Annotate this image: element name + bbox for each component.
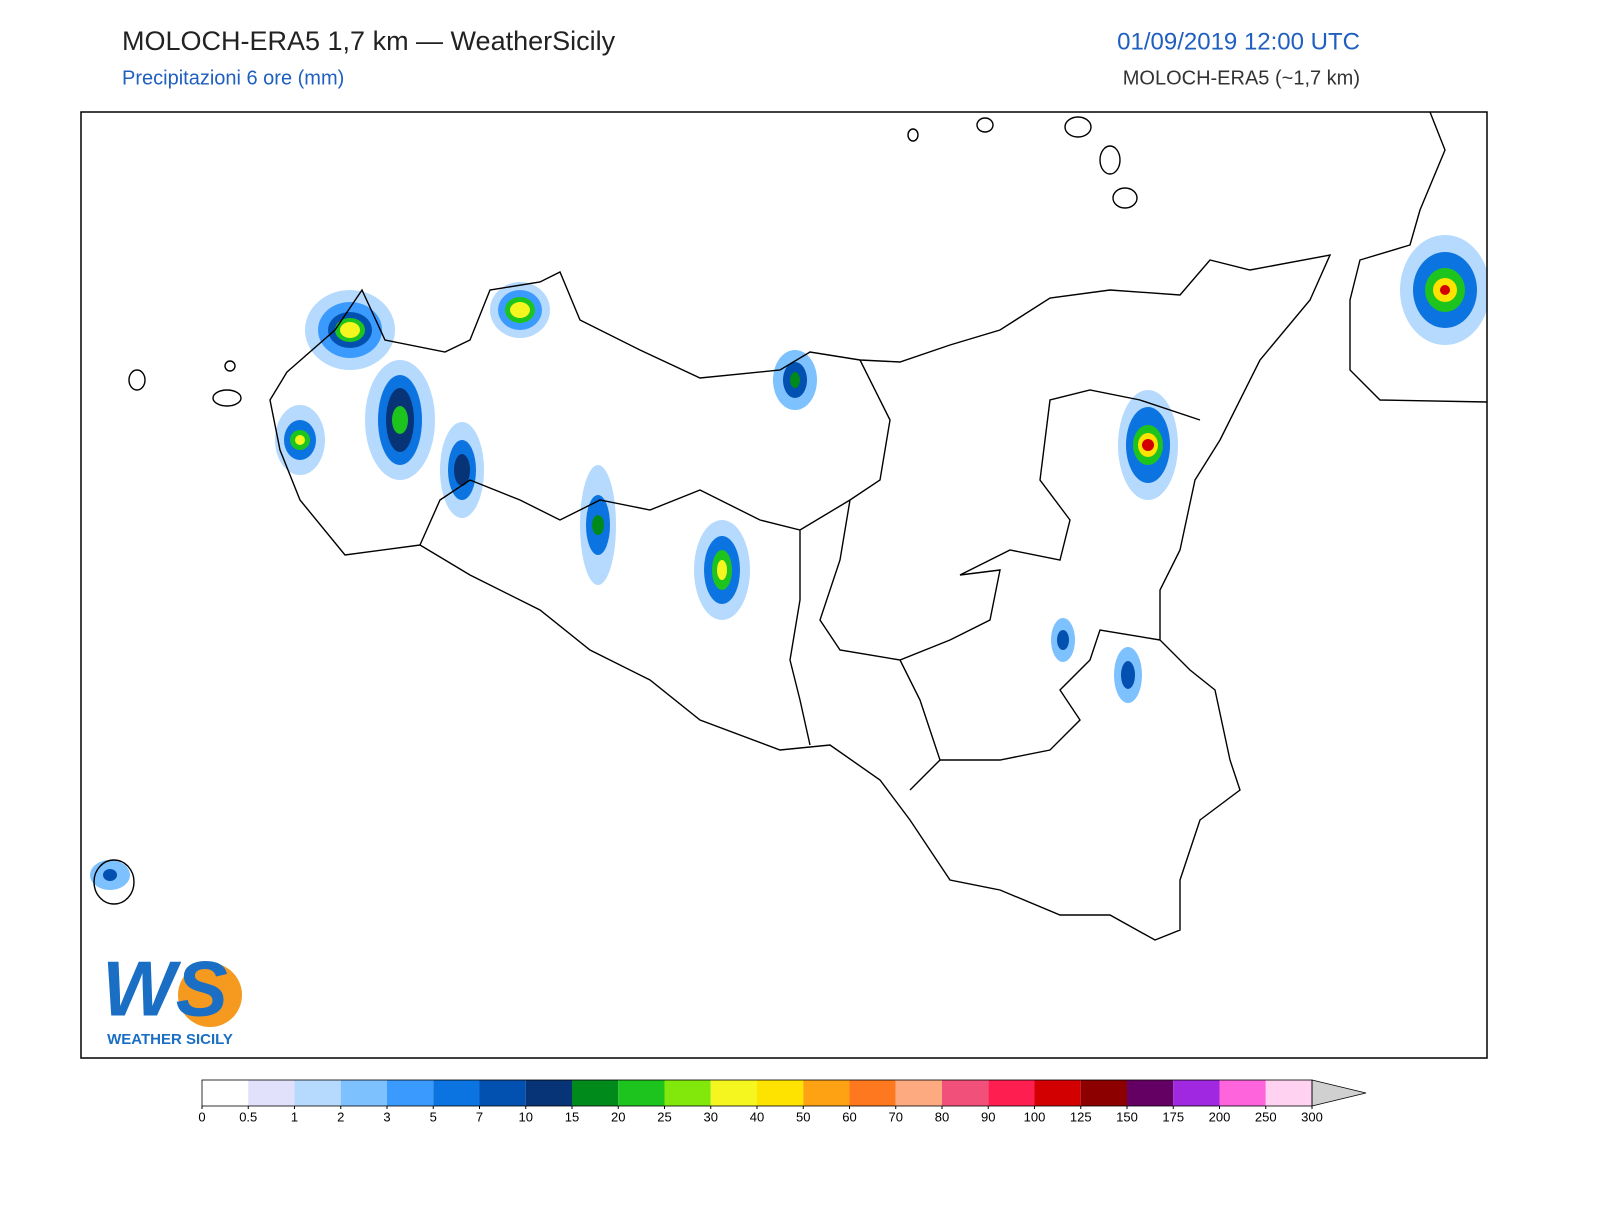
colorbar-swatch: [757, 1080, 804, 1106]
precipitation: [90, 235, 1487, 890]
colorbar-swatch: [1127, 1080, 1174, 1106]
colorbar-swatch: [942, 1080, 989, 1106]
colorbar-swatch: [1173, 1080, 1220, 1106]
colorbar-tick-label: 175: [1162, 1109, 1184, 1124]
colorbar-tick-label: 40: [750, 1109, 764, 1124]
colorbar-tick-label: 7: [476, 1109, 483, 1124]
map: [80, 111, 1488, 1059]
logo: WS WEATHER SICILY: [102, 945, 242, 1048]
colorbar-tick-label: 2: [337, 1109, 344, 1124]
colorbar-tick-label: 0.5: [239, 1109, 257, 1124]
colorbar-tick-label: 3: [383, 1109, 390, 1124]
colorbar-swatch: [202, 1080, 249, 1106]
colorbar-swatch: [340, 1080, 387, 1106]
colorbar-swatch: [988, 1080, 1035, 1106]
colorbar-tick-label: 100: [1024, 1109, 1046, 1124]
colorbar-swatch: [618, 1080, 665, 1106]
colorbar-swatch: [387, 1080, 434, 1106]
colorbar-swatch: [1034, 1080, 1081, 1106]
logo-name: WEATHER SICILY: [107, 1031, 233, 1048]
datetime: 01/09/2019 12:00 UTC: [1117, 28, 1360, 55]
colorbar-swatch: [248, 1080, 295, 1106]
colorbar-tick-label: 125: [1070, 1109, 1092, 1124]
islands: [93, 116, 1138, 905]
colorbar-tick-label: 20: [611, 1109, 625, 1124]
colorbar-tick-label: 1: [291, 1109, 298, 1124]
colorbar-swatch: [803, 1080, 850, 1106]
colorbar-swatch: [895, 1080, 942, 1106]
colorbar-tick-label: 5: [430, 1109, 437, 1124]
calabria-coast: [1349, 112, 1487, 403]
colorbar-tick-label: 30: [704, 1109, 718, 1124]
colorbar-tick-label: 90: [981, 1109, 995, 1124]
colorbar-swatch: [664, 1080, 711, 1106]
map-frame: [80, 111, 1488, 1059]
colorbar-swatch: [1265, 1080, 1312, 1106]
colorbar-swatch: [1080, 1080, 1127, 1106]
colorbar-tick-label: 200: [1209, 1109, 1231, 1124]
colorbar-tick-label: 50: [796, 1109, 810, 1124]
colorbar-swatch: [294, 1080, 341, 1106]
colorbar-swatch: [710, 1080, 757, 1106]
logo-mark: WS: [102, 945, 228, 1033]
title: MOLOCH-ERA5 1,7 km — WeatherSicily: [122, 26, 616, 56]
colorbar-swatch: [572, 1080, 619, 1106]
colorbar-tick-label: 25: [657, 1109, 671, 1124]
colorbar: 0 0.5 1 2 3 5 7 10 15 20 25 30 40 50 60 70 80 90 100 125 150…: [198, 1079, 1367, 1124]
subtitle: Precipitazioni 6 ore (mm): [122, 67, 344, 89]
colorbar-swatch: [1219, 1080, 1266, 1106]
colorbar-swatch: [849, 1080, 896, 1106]
colorbar-swatch: [479, 1080, 526, 1106]
colorbar-swatch: [525, 1080, 572, 1106]
colorbar-tick-label: 150: [1116, 1109, 1138, 1124]
colorbar-tick-label: 80: [935, 1109, 949, 1124]
colorbar-tick-label: 0: [198, 1109, 205, 1124]
colorbar-tick-label: 10: [519, 1109, 533, 1124]
colorbar-tick-label: 250: [1255, 1109, 1277, 1124]
colorbar-tick-label: 300: [1301, 1109, 1323, 1124]
colorbar-extension: [1311, 1079, 1367, 1107]
model: MOLOCH-ERA5 (~1,7 km): [1123, 67, 1360, 89]
colorbar-tick-label: 15: [565, 1109, 579, 1124]
provinces: [419, 359, 1201, 791]
colorbar-tick-label: 60: [842, 1109, 856, 1124]
colorbar-tick-label: 70: [889, 1109, 903, 1124]
colorbar-swatch: [433, 1080, 480, 1106]
sicily-coast: [269, 254, 1332, 941]
